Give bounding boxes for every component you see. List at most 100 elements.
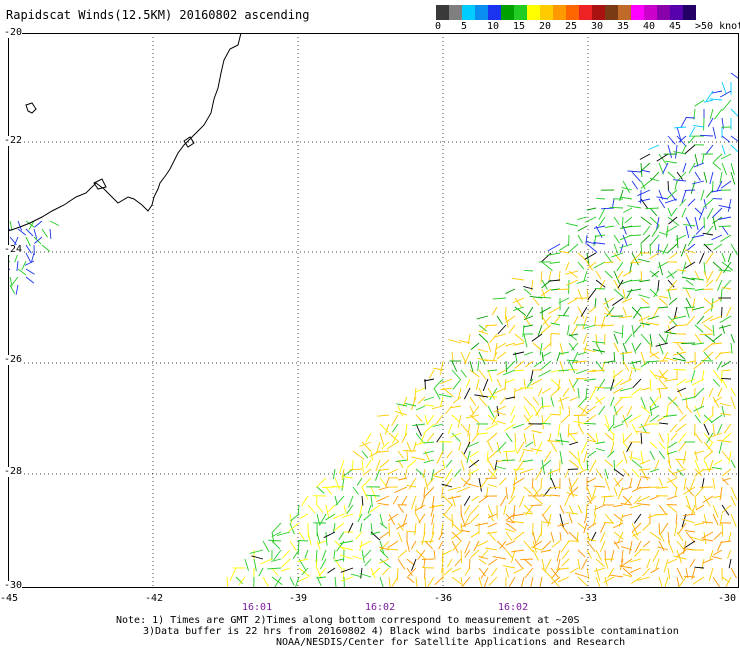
wind-barb (361, 459, 364, 473)
wind-barb (718, 324, 732, 329)
wind-barb (658, 333, 667, 345)
wind-barb (649, 270, 659, 278)
wind-barb (714, 108, 723, 120)
wind-barb (457, 414, 462, 428)
wind-barb (703, 324, 714, 332)
legend-swatch (501, 5, 514, 20)
wind-barb (572, 378, 579, 388)
wind-barb (709, 98, 723, 101)
wind-barb (441, 483, 453, 488)
wind-barb (613, 405, 618, 416)
wind-barb (478, 495, 489, 503)
wind-barb (15, 284, 19, 295)
wind-barb (556, 567, 570, 571)
wind-barb (334, 477, 340, 490)
wind-barb (396, 403, 408, 407)
wind-barb (445, 405, 453, 415)
wind-barb (452, 540, 462, 551)
wind-barb (262, 576, 269, 587)
wind-barb (721, 378, 728, 389)
wind-barb (629, 261, 633, 274)
wind-barb (451, 513, 453, 528)
wind-barb (612, 432, 615, 443)
wind-barb (394, 410, 408, 416)
wind-barb (487, 468, 496, 478)
wind-barb (505, 432, 513, 443)
wind-barb (640, 423, 648, 434)
wind-barb (440, 522, 444, 535)
wind-barb (589, 459, 597, 473)
legend-swatch (475, 5, 488, 20)
wind-barb (637, 189, 651, 197)
wind-barb (514, 333, 525, 343)
wind-barb (581, 558, 588, 570)
wind-barb (523, 324, 534, 328)
wind-barb (584, 422, 597, 425)
wind-barb (523, 432, 527, 444)
wind-barb (476, 432, 489, 435)
wind-barb (649, 405, 660, 411)
wind-barb (672, 315, 687, 320)
wind-barb (469, 459, 478, 467)
wind-barb (717, 387, 723, 397)
wind-barb (359, 540, 372, 548)
wind-barb (538, 369, 552, 377)
wind-barb (664, 198, 678, 204)
wind-barb (620, 502, 633, 506)
wind-barb (716, 180, 723, 192)
wind-barb (667, 135, 676, 145)
wind-barb (667, 432, 669, 443)
wind-barb (683, 486, 696, 495)
wind-barb (573, 315, 579, 325)
wind-barb (440, 378, 453, 385)
wind-barb (613, 351, 616, 363)
wind-barb (341, 477, 345, 491)
wind-barb (307, 531, 312, 546)
wind-barb (587, 522, 597, 529)
legend-swatch (644, 5, 657, 20)
wind-barb (325, 504, 330, 519)
wind-barb (610, 549, 615, 562)
wind-barb (603, 522, 615, 524)
wind-barb (298, 531, 305, 540)
legend-label: 5 (461, 21, 468, 32)
wind-barb (362, 468, 372, 476)
wind-barb (700, 189, 705, 201)
wind-barb (601, 324, 615, 327)
wind-barb (712, 153, 723, 164)
wind-barb (484, 359, 498, 362)
wind-barb (540, 270, 543, 284)
wind-barb (465, 378, 471, 388)
wind-barb (680, 243, 687, 257)
wind-barb (586, 369, 597, 373)
wind-barb (515, 387, 525, 392)
wind-barb (391, 576, 399, 588)
wind-barb (426, 576, 435, 588)
wind-barb (397, 405, 404, 417)
wind-barb (610, 396, 615, 407)
wind-map[interactable]: -20 -22 -24 -26 -28 -30 (4, 28, 739, 591)
wind-barb (709, 315, 723, 322)
wind-barb (488, 558, 498, 566)
wind-barb (580, 306, 588, 317)
wind-barb (570, 324, 579, 336)
wind-barb (25, 220, 35, 228)
wind-barb (519, 450, 525, 462)
wind-barb (523, 333, 528, 348)
wind-barb (682, 287, 696, 290)
wind-barb (316, 513, 321, 526)
wind-barb (566, 491, 579, 497)
wind-barb (651, 306, 660, 320)
wind-barb (490, 468, 498, 478)
wind-barb (640, 322, 651, 326)
wind-barb (33, 228, 38, 239)
wind-barb (569, 567, 579, 574)
wind-barb (706, 432, 714, 444)
wind-barb (685, 378, 696, 384)
wind-barb (681, 276, 696, 281)
wind-barb (613, 459, 616, 471)
wind-barb (532, 549, 539, 561)
wind-barb (711, 234, 723, 241)
wind-barb (636, 503, 651, 506)
wind-barb (649, 234, 660, 246)
